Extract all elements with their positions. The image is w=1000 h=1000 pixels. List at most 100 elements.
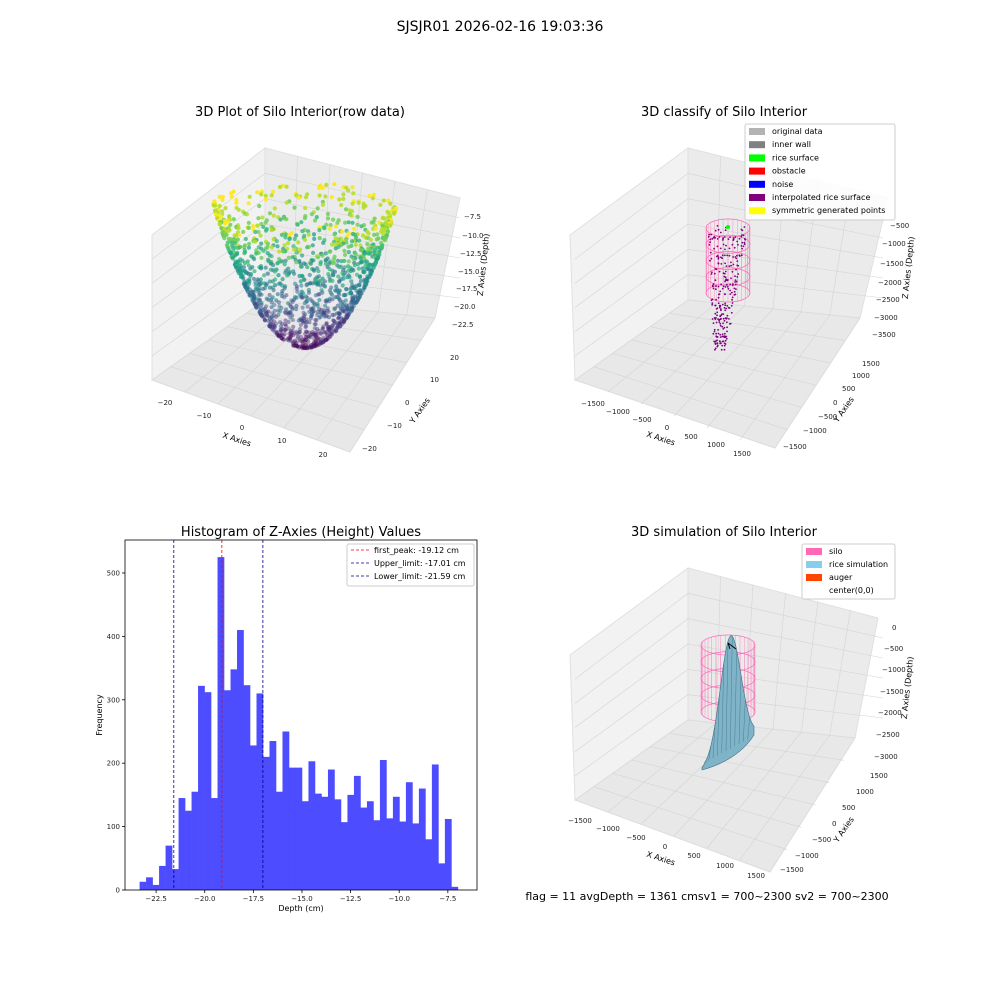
raw-data-point: [331, 318, 336, 323]
interpolated-point: [714, 229, 717, 232]
interpolated-point: [712, 283, 715, 286]
raw-data-point: [317, 328, 322, 334]
interpolated-point: [722, 272, 725, 275]
classify-ztick: −3000: [874, 314, 898, 322]
simulation-3d-plot: 3D simulation of Silo Interior −1500 −10…: [568, 525, 915, 880]
raw-data-point: [348, 287, 353, 292]
raw-data-point: [315, 327, 320, 332]
raw-data-point: [286, 336, 291, 341]
histogram-legend-label: Upper_limit: -17.01 cm: [374, 559, 466, 568]
raw-data-point: [300, 337, 305, 342]
interpolated-point: [720, 308, 722, 310]
interpolated-point: [715, 298, 717, 301]
classify-ztick: −2500: [876, 296, 900, 304]
raw-data-point: [349, 209, 355, 214]
x-tick-label: −7.5: [439, 895, 456, 903]
raw-data-point: [303, 205, 308, 211]
raw-data-point: [374, 237, 379, 242]
rice-mesh-line: [725, 641, 729, 752]
raw-data-point: [310, 243, 315, 248]
raw-data-point: [301, 343, 306, 348]
raw-data-point: [308, 261, 313, 266]
raw-data-point: [272, 308, 277, 313]
raw-data-point: [307, 272, 312, 278]
interpolated-point: [722, 238, 724, 240]
raw-data-point: [323, 258, 329, 263]
raw-data-point: [285, 273, 290, 278]
x-tick-label: −10.0: [388, 895, 409, 903]
interpolated-point: [725, 337, 728, 340]
raw-data-point: [316, 338, 321, 343]
raw-data-point: [289, 339, 294, 344]
raw-data-point: [259, 192, 264, 197]
raw-data-point: [300, 295, 305, 300]
sim-ytick: −1500: [780, 866, 804, 874]
raw-data-point: [330, 312, 335, 318]
raw-data-point: [259, 312, 264, 317]
raw-data-point: [232, 233, 237, 238]
interpolated-point: [724, 302, 726, 305]
raw-data-point: [272, 206, 277, 211]
interpolated-point: [718, 293, 721, 295]
raw-data-point: [288, 302, 293, 307]
histogram-bar: [379, 760, 387, 890]
raw-data-point: [284, 307, 289, 312]
raw-data-point: [279, 232, 284, 237]
raw-data-point: [350, 220, 355, 225]
interpolated-point: [713, 328, 716, 331]
raw-data-point: [278, 324, 284, 329]
raw-data-point: [257, 310, 263, 316]
raw-data-point: [254, 251, 259, 256]
histogram-bar: [204, 692, 212, 890]
raw-data-point: [329, 194, 334, 200]
raw-data-point: [298, 327, 303, 332]
raw-data-point: [348, 268, 354, 274]
y-tick-label: 200: [107, 760, 120, 768]
raw-data-point: [278, 309, 283, 314]
classify-ytick: 500: [842, 385, 855, 393]
raw-data-point: [284, 200, 289, 205]
interpolated-point: [721, 333, 724, 336]
raw-data-point: [327, 249, 332, 254]
raw-data-point: [299, 334, 304, 339]
interpolated-point: [718, 236, 721, 238]
raw-data-point: [274, 321, 279, 326]
histogram-bar: [191, 791, 199, 890]
raw-data-point: [294, 233, 299, 238]
raw-data-point: [333, 328, 338, 333]
raw-data-point: [327, 327, 332, 332]
histogram-bar: [438, 863, 446, 890]
histogram-bar: [360, 807, 368, 890]
interpolated-point: [741, 241, 744, 244]
interpolated-point: [723, 307, 726, 309]
histogram-bar: [340, 822, 348, 890]
grid-line: [687, 618, 884, 659]
raw-data-point: [256, 229, 261, 235]
interpolated-point: [734, 283, 737, 286]
raw-data-point: [270, 322, 275, 327]
raw-data-point: [262, 318, 268, 323]
sim-ytick: −500: [812, 836, 831, 844]
raw-data-point: [300, 345, 305, 350]
raw-data-point: [267, 285, 272, 290]
raw-data-point: [280, 249, 286, 254]
raw-data-point: [295, 222, 300, 227]
raw-data-point: [253, 229, 258, 235]
raw-data-point: [241, 265, 246, 270]
interpolated-point: [723, 254, 726, 257]
histogram-axes-frame: [124, 539, 478, 891]
interpolated-point: [732, 256, 734, 258]
raw-data-point: [345, 275, 350, 280]
raw-data-point: [301, 320, 306, 325]
grid-line: [574, 618, 689, 704]
raw-data-point: [300, 229, 305, 234]
interpolated-point: [717, 318, 719, 320]
raw-data-point: [341, 319, 346, 325]
raw-data-point: [323, 251, 328, 256]
raw-data-point: [276, 312, 281, 317]
raw-data-point: [327, 327, 333, 332]
interpolated-point: [710, 233, 713, 236]
histogram-bar: [451, 886, 459, 890]
raw-data-point: [344, 240, 349, 245]
raw-data-point: [313, 330, 318, 335]
